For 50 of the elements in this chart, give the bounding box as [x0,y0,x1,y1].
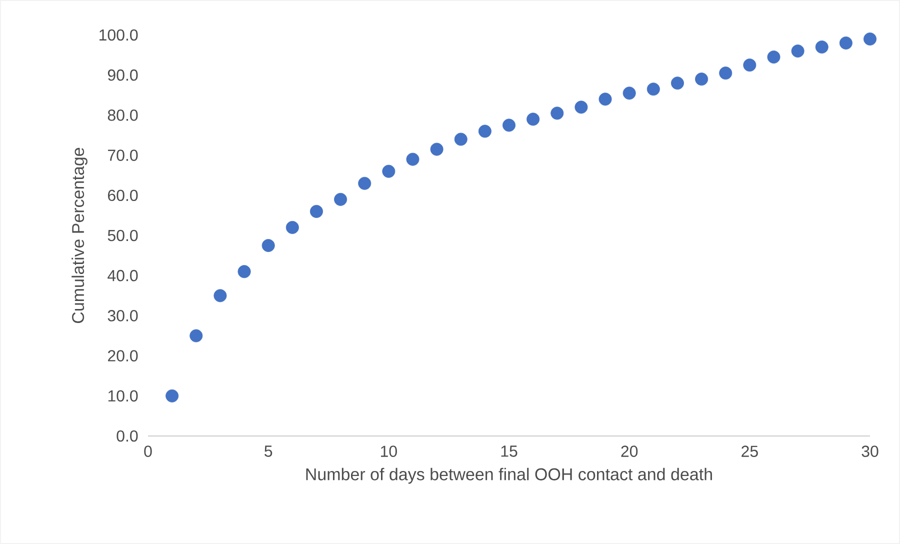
point [864,32,877,46]
point [598,92,612,106]
point [166,389,179,402]
point [382,164,396,178]
point [815,40,828,54]
point [550,106,564,120]
x-tick-label: 5 [264,446,272,457]
y-tick-label: 90.0 [108,69,138,81]
x-tick-label: 25 [742,446,758,457]
point [622,86,636,100]
point [214,289,227,302]
y-tick-label: 0.0 [116,430,138,442]
point [695,72,708,86]
point [238,265,251,278]
x-tick-label: 0 [144,446,152,457]
point [839,36,852,50]
x-tick-label: 10 [380,446,397,457]
x-tick-label: 15 [501,446,518,457]
x-tick-label: 20 [621,446,638,457]
point [478,124,492,138]
y-tick-label: 40.0 [108,270,138,282]
point [286,220,299,234]
point [430,142,444,156]
point [454,132,468,146]
point [406,152,420,166]
y-tick-label: 60.0 [108,190,138,202]
y-tick-label: 80.0 [108,110,138,121]
point [358,176,372,190]
point [743,58,756,72]
point [190,329,203,342]
point [719,66,732,80]
y-tick-label: 20.0 [108,350,138,362]
point [791,44,804,58]
y-tick-label: 100.0 [100,29,138,41]
point [526,112,540,126]
point [670,76,684,90]
y-axis-title: Cumulative Percentage [72,148,88,323]
y-tick-label: 70.0 [108,150,138,161]
point [767,50,780,64]
point [262,239,275,252]
point [310,204,323,218]
point [646,82,660,96]
y-tick-label: 30.0 [108,310,138,322]
y-tick-label: 10.0 [108,390,138,402]
y-tick-label: 50.0 [108,230,138,242]
x-tick-label: 30 [862,446,878,457]
x-axis-title: Number of days between final OOH contact and death [306,468,712,484]
point [574,100,588,114]
point [334,192,348,206]
point [502,118,516,132]
